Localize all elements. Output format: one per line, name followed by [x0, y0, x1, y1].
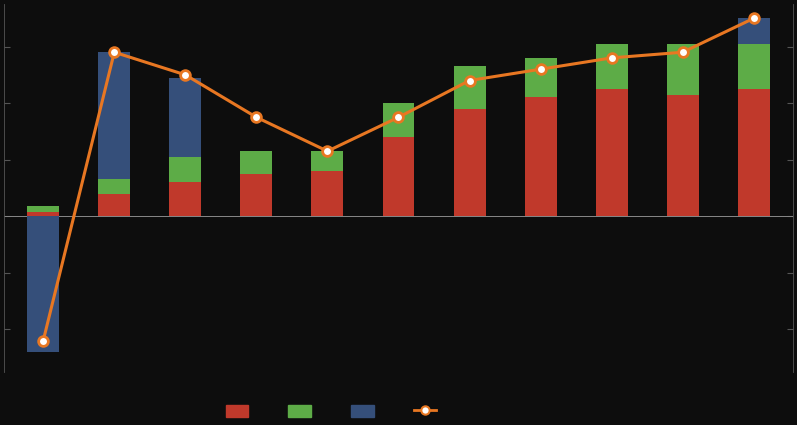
Bar	[169, 182, 202, 216]
Bar	[98, 179, 130, 193]
Bar	[738, 18, 770, 44]
Bar	[667, 44, 699, 95]
Bar	[453, 66, 485, 109]
Bar	[738, 89, 770, 216]
Bar	[169, 157, 202, 182]
Bar	[241, 174, 273, 216]
Bar	[595, 44, 628, 89]
Bar	[98, 193, 130, 216]
Bar	[169, 78, 202, 157]
Bar	[241, 151, 273, 174]
Bar	[27, 212, 59, 216]
Legend:  ,  ,  ,  : , , ,	[221, 400, 450, 423]
Bar	[312, 171, 344, 216]
Bar	[595, 89, 628, 216]
Bar	[453, 109, 485, 216]
Bar	[383, 103, 414, 137]
Bar	[524, 97, 556, 216]
Bar	[667, 95, 699, 216]
Bar	[738, 44, 770, 89]
Bar	[383, 137, 414, 216]
Bar	[27, 206, 59, 212]
Bar	[312, 151, 344, 171]
Bar	[98, 52, 130, 179]
Bar	[27, 216, 59, 352]
Bar	[524, 58, 556, 97]
